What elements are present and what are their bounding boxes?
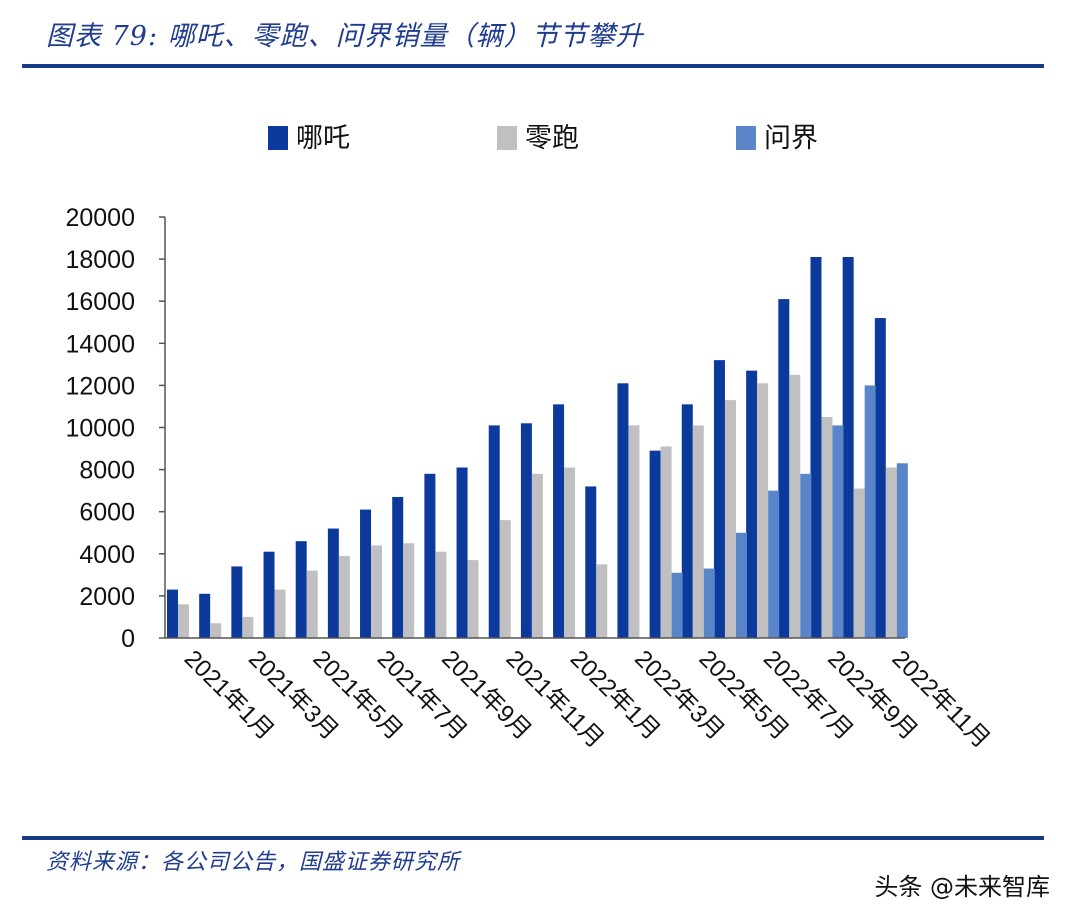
bar-哪吒-2021年9月	[424, 473, 436, 638]
bar-哪吒-2021年8月	[392, 496, 404, 638]
bar-零跑-2021年12月	[531, 473, 543, 638]
y-tick-label: 4000	[79, 541, 135, 569]
legend-swatch-哪吒	[268, 126, 288, 150]
bar-零跑-2021年7月	[371, 545, 383, 638]
bar-零跑-2022年4月	[660, 446, 672, 638]
legend-label-哪吒: 哪吒	[296, 123, 350, 154]
bar-哪吒-2021年11月	[488, 425, 500, 638]
chart-legend: 哪吒 零跑 问界	[268, 123, 818, 154]
bar-问界-2022年4月	[671, 572, 683, 638]
legend-swatch-问界	[736, 126, 756, 150]
bar-零跑-2022年9月	[821, 416, 833, 638]
bar-哪吒-2022年11月	[874, 318, 886, 638]
bar-哪吒-2021年12月	[520, 423, 532, 638]
bar-问界-2022年6月	[735, 532, 747, 638]
bar-零跑-2022年3月	[628, 425, 640, 638]
bar-零跑-2021年3月	[242, 616, 254, 638]
bar-哪吒-2021年5月	[295, 541, 307, 638]
bar-零跑-2021年8月	[403, 543, 415, 638]
bar-零跑-2022年1月	[564, 467, 576, 638]
bar-哪吒-2022年7月	[746, 370, 758, 638]
legend-swatch-零跑	[497, 126, 517, 150]
bar-哪吒-2021年1月	[167, 589, 178, 638]
bar-问界-2022年9月	[832, 425, 844, 638]
bar-哪吒-2022年4月	[649, 450, 661, 638]
bar-零跑-2021年6月	[338, 555, 350, 638]
bar-问界-2022年5月	[703, 568, 715, 638]
bar-零跑-2022年8月	[789, 374, 801, 638]
bar-零跑-2022年6月	[724, 400, 736, 638]
bar-哪吒-2022年5月	[681, 404, 693, 638]
bar-哪吒-2021年10月	[456, 467, 468, 638]
bar-零跑-2022年5月	[692, 425, 704, 638]
legend-label-问界: 问界	[764, 123, 818, 154]
y-tick-label: 2000	[79, 583, 135, 611]
bar-chart: 哪吒 零跑 问界 0 2000 4000 6000 8000 10000 12000 14000 1…	[65, 123, 995, 754]
bar-问界-2022年11月	[896, 463, 908, 638]
bar-哪吒-2022年10月	[842, 256, 854, 638]
bar-零跑-2022年2月	[596, 564, 608, 638]
chart-header-title: 图表 79: 哪吒、零跑、问界销量（辆）节节攀升	[46, 21, 644, 52]
bar-哪吒-2022年3月	[617, 383, 629, 638]
bar-哪吒-2022年6月	[713, 360, 725, 638]
bar-哪吒-2021年4月	[263, 551, 275, 638]
y-tick-label: 6000	[79, 499, 135, 527]
bar-哪吒-2022年8月	[778, 299, 790, 638]
y-tick-label: 12000	[65, 372, 135, 400]
y-tick-label: 10000	[65, 415, 135, 443]
bar-哪吒-2021年6月	[327, 528, 339, 638]
footer-rule	[22, 836, 1044, 840]
bar-哪吒-2022年2月	[585, 486, 597, 638]
y-tick-label: 14000	[65, 330, 135, 358]
bar-零跑-2021年5月	[306, 570, 318, 638]
bar-零跑-2022年7月	[757, 383, 769, 638]
y-tick-label: 0	[121, 625, 135, 653]
bar-问界-2022年10月	[864, 385, 876, 638]
bar-问界-2022年7月	[768, 490, 780, 638]
bar-零跑-2021年2月	[210, 623, 222, 638]
bar-哪吒-2022年9月	[810, 256, 822, 638]
bar-零跑-2021年10月	[467, 560, 479, 638]
legend-label-零跑: 零跑	[525, 123, 579, 154]
bar-零跑-2021年9月	[435, 551, 447, 638]
chart-bars	[167, 256, 908, 638]
bar-哪吒-2021年7月	[360, 509, 372, 638]
bar-哪吒-2022年1月	[553, 404, 565, 638]
y-tick-label: 18000	[65, 246, 135, 274]
bar-问界-2022年8月	[800, 473, 812, 638]
bar-零跑-2022年11月	[885, 467, 897, 638]
bar-零跑-2021年1月	[178, 604, 189, 638]
y-tick-label: 16000	[65, 288, 135, 316]
bar-零跑-2021年4月	[274, 589, 286, 638]
header-rule	[22, 64, 1044, 68]
y-tick-label: 20000	[65, 204, 135, 232]
bar-哪吒-2021年2月	[199, 593, 211, 638]
bar-零跑-2021年11月	[499, 520, 511, 638]
source-note: 资料来源：各公司公告，国盛证券研究所	[46, 850, 461, 875]
bar-零跑-2022年10月	[853, 488, 865, 638]
watermark: 头条 @未来智库	[868, 865, 1056, 904]
bar-哪吒-2021年3月	[231, 566, 243, 638]
y-tick-label: 8000	[79, 457, 135, 485]
